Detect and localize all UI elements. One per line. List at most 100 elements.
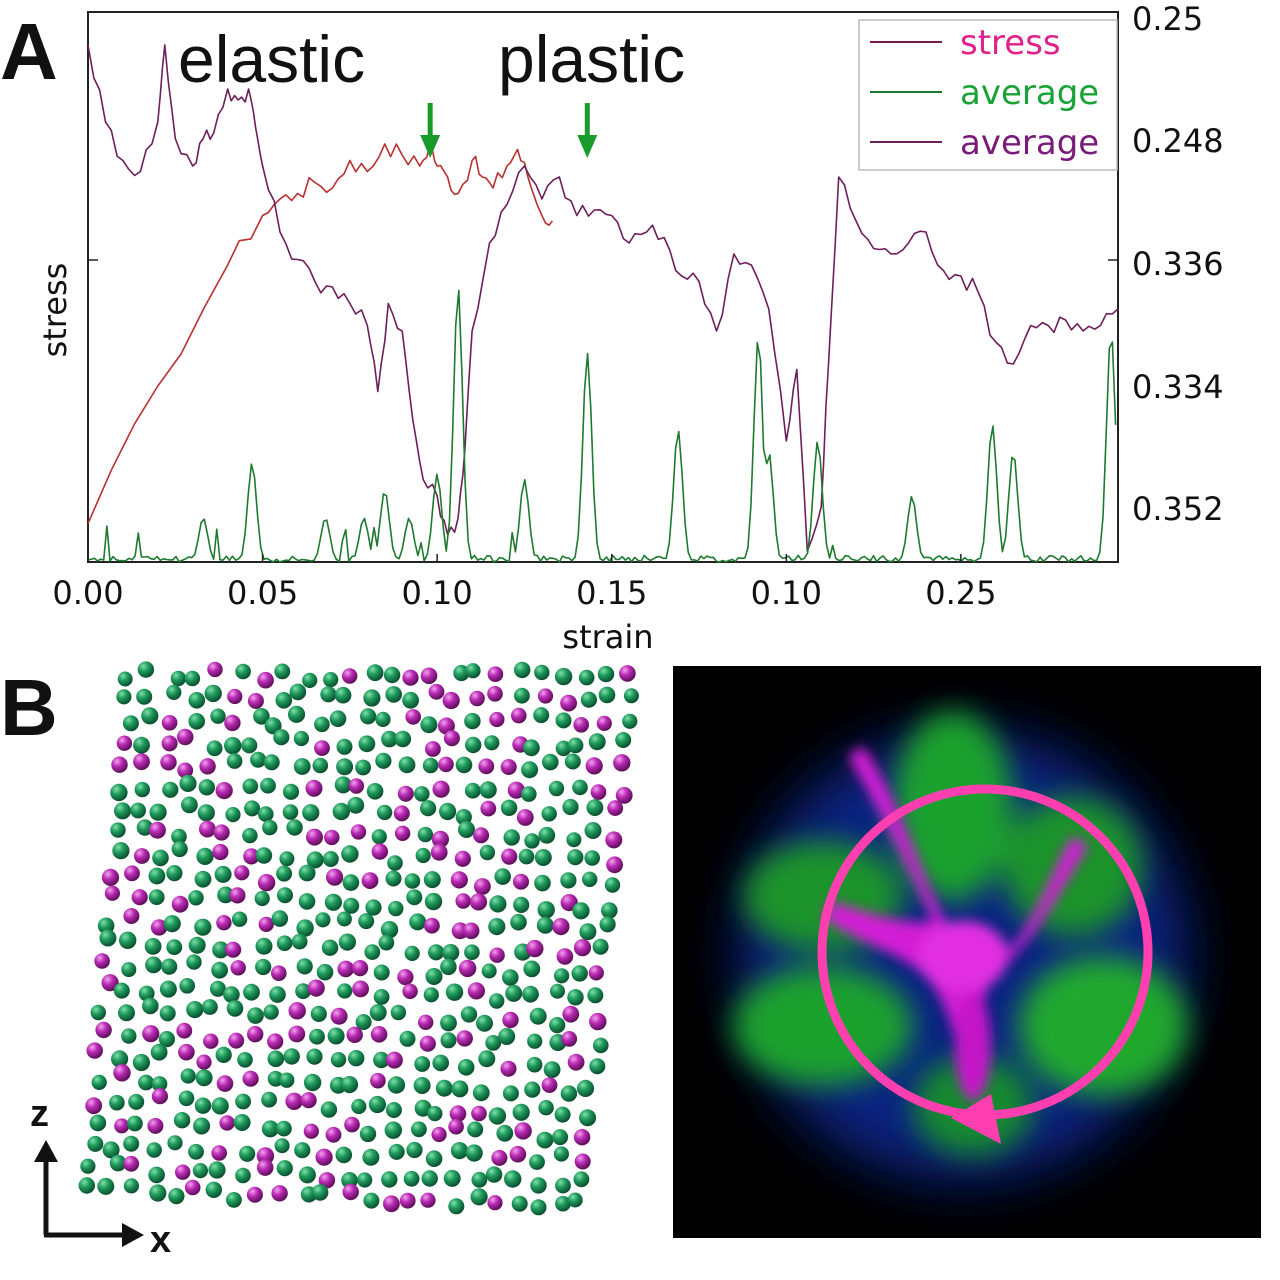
- particle-magenta: [541, 1077, 558, 1093]
- particle-green: [109, 1154, 127, 1172]
- particle-green: [375, 711, 391, 727]
- particle-green: [111, 1050, 129, 1068]
- series-line-1: [87, 44, 1119, 552]
- particle-green: [250, 751, 267, 768]
- particle-magenta: [500, 1060, 517, 1077]
- particle-green: [542, 753, 559, 771]
- particle-green: [298, 1166, 316, 1184]
- particle-green: [97, 1177, 115, 1195]
- particle-green: [422, 757, 439, 774]
- particle-magenta: [537, 688, 554, 704]
- particle-green: [276, 1120, 292, 1137]
- particle-green: [226, 1192, 242, 1208]
- particle-magenta: [303, 1123, 319, 1139]
- particle-magenta: [95, 1021, 112, 1039]
- particle-green: [427, 1106, 443, 1122]
- particle-magenta: [478, 758, 495, 775]
- particle-magenta: [573, 717, 589, 733]
- particle-green: [188, 692, 206, 709]
- particle-green: [312, 757, 329, 774]
- particle-green: [254, 890, 270, 907]
- particle-magenta: [148, 821, 166, 839]
- particle-green: [121, 1028, 137, 1044]
- particle-magenta: [207, 661, 223, 678]
- particle-green: [163, 915, 181, 933]
- particle-green: [298, 893, 316, 910]
- particle-green: [274, 1138, 290, 1154]
- particle-magenta: [420, 667, 438, 685]
- particle-green: [276, 865, 293, 882]
- particle-green: [293, 730, 309, 747]
- particle-magenta: [432, 780, 450, 798]
- particle-green: [233, 1114, 251, 1131]
- particle-green: [78, 1177, 95, 1194]
- particle-green: [529, 1007, 547, 1025]
- particle-green: [173, 1112, 191, 1129]
- particle-magenta: [243, 848, 260, 865]
- particle-magenta: [430, 843, 448, 861]
- legend-entry: average: [960, 123, 1099, 163]
- particle-green: [465, 736, 482, 754]
- particle-magenta: [489, 947, 505, 963]
- particle-green: [179, 774, 197, 792]
- particle-magenta: [425, 741, 441, 757]
- particle-green: [598, 686, 616, 704]
- particle-green: [279, 851, 295, 867]
- arrow-layer: [420, 103, 598, 158]
- particle-green: [188, 936, 206, 954]
- particle-green: [521, 761, 539, 779]
- particle-green: [171, 840, 188, 858]
- particle-green: [464, 782, 481, 799]
- particle-magenta: [229, 887, 246, 904]
- particle-magenta: [615, 787, 633, 804]
- particle-magenta: [590, 784, 607, 800]
- particle-magenta: [516, 809, 534, 826]
- particle-magenta: [178, 1043, 195, 1061]
- particle-magenta: [160, 754, 177, 771]
- particle-green: [134, 781, 150, 798]
- particle-green: [572, 902, 590, 920]
- particle-green: [260, 777, 276, 794]
- x-axis-title: strain: [562, 618, 653, 656]
- particle-green: [460, 1006, 478, 1023]
- particle-magenta: [230, 960, 246, 976]
- particle-green: [485, 1166, 503, 1183]
- particle-magenta: [489, 711, 505, 728]
- particle-green: [150, 1043, 168, 1061]
- particle-magenta: [589, 1012, 607, 1031]
- particle-green: [362, 1148, 380, 1166]
- particle-magenta: [619, 665, 636, 682]
- particle-green: [253, 708, 270, 725]
- particle-green: [562, 798, 579, 816]
- particle-green: [334, 686, 352, 704]
- particle-green: [291, 933, 308, 950]
- particle-green: [282, 783, 300, 800]
- particle-green: [555, 1195, 571, 1212]
- particle-green: [554, 1106, 571, 1123]
- right-tick-label: 0.336: [1132, 245, 1224, 283]
- x-tick-labels: 0.00 0.05 0.10 0.15 0.10 0.25: [52, 554, 997, 612]
- particle-green: [440, 958, 457, 976]
- particle-green: [548, 780, 565, 797]
- particle-green: [355, 759, 371, 776]
- particle-green: [472, 1084, 490, 1102]
- particle-green: [128, 1093, 145, 1110]
- density-map: [733, 711, 1188, 1181]
- particle-magenta: [257, 671, 274, 689]
- particle-green: [112, 842, 130, 860]
- particle-magenta: [101, 868, 120, 886]
- particle-green: [167, 1135, 183, 1151]
- particle-magenta: [393, 805, 410, 822]
- particle-green: [358, 735, 376, 753]
- particle-magenta: [469, 690, 485, 707]
- particle-green: [593, 1037, 609, 1054]
- particle-magenta: [175, 1164, 191, 1180]
- particle-green: [302, 672, 318, 688]
- particle-magenta: [511, 707, 527, 724]
- right-tick-label: 0.248: [1132, 122, 1224, 160]
- particle-magenta: [211, 1145, 227, 1161]
- particle-green: [448, 1198, 465, 1215]
- particle-magenta: [225, 941, 242, 958]
- particle-magenta: [419, 1035, 436, 1052]
- particle-green: [330, 1052, 347, 1068]
